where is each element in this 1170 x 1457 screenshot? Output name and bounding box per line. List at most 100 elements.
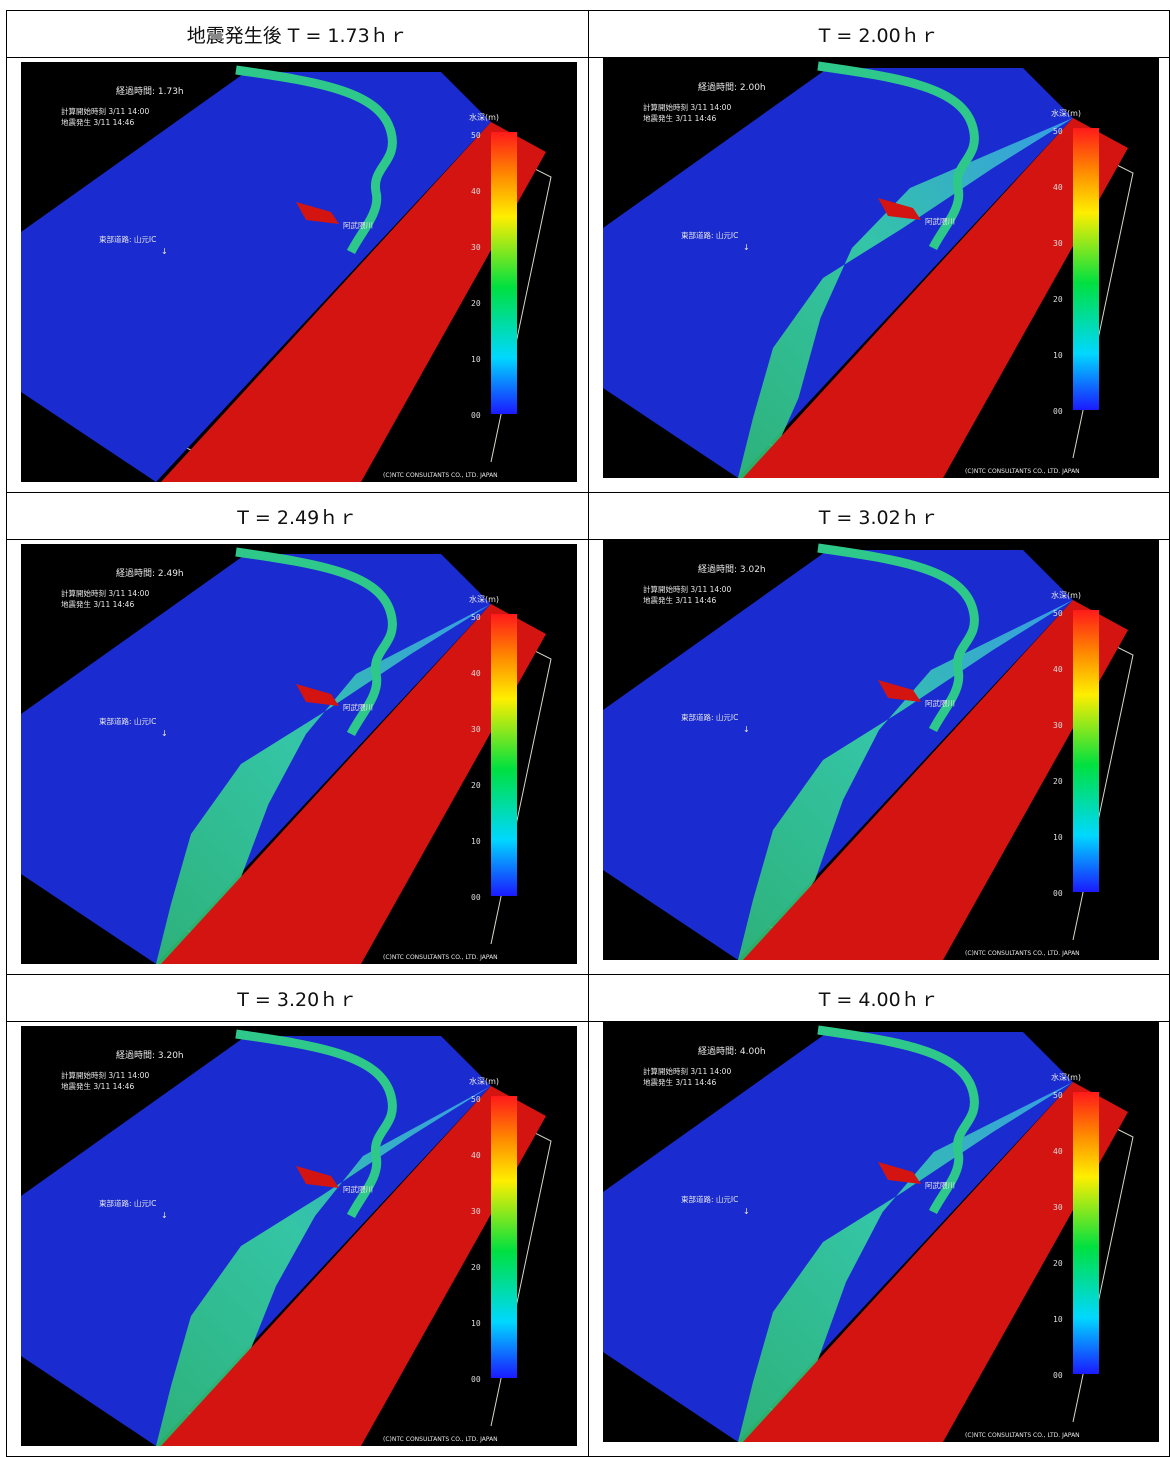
scale-tick-label: 20 <box>1053 295 1063 304</box>
simulation-panel-4: 00 10 20 30 40 50 経過時間: 3.02h 計算開始時刻 3/11 14:00… <box>602 540 1170 964</box>
inundation-area <box>737 600 1073 960</box>
scale-tick-label: 10 <box>1053 351 1063 360</box>
inundation-map: 00 10 20 30 40 50 経過時間: 4.00h 計算開始時刻 3/11 14:00… <box>602 1022 1159 1443</box>
inundation-map: 00 10 20 30 40 50 経過時間: 2.00h 計算開始時刻 3/11 14:00… <box>602 58 1159 479</box>
depth-color-scale <box>1072 610 1099 892</box>
calc-start-label: 計算開始時刻 3/11 14:00 <box>643 1066 731 1076</box>
calc-start-label: 計算開始時刻 3/11 14:00 <box>61 588 149 598</box>
quake-time-label: 地震発生 3/11 14:46 <box>643 113 716 123</box>
copyright-label: (C)NTC CONSULTANTS CO., LTD. JAPAN <box>965 950 1080 957</box>
calc-start-label: 計算開始時刻 3/11 14:00 <box>643 584 731 594</box>
river-label: 阿武隈川 <box>925 698 955 708</box>
quake-time-label: 地震発生 3/11 14:46 <box>61 117 134 127</box>
copyright-label: (C)NTC CONSULTANTS CO., LTD. JAPAN <box>383 472 498 479</box>
scale-tick-label: 10 <box>1053 1315 1063 1324</box>
river-label: 阿武隈川 <box>343 702 373 712</box>
copyright-label: (C)NTC CONSULTANTS CO., LTD. JAPAN <box>383 1436 498 1443</box>
copyright-label: (C)NTC CONSULTANTS CO., LTD. JAPAN <box>383 954 498 961</box>
scale-tick-label: 00 <box>471 893 481 902</box>
scale-tick-label: 10 <box>1053 833 1063 842</box>
scale-tick-label: 40 <box>471 1151 481 1160</box>
header-t320: T = 3.20ｈｒ <box>6 974 589 1022</box>
scale-tick-label: 50 <box>1053 1091 1063 1100</box>
copyright-label: (C)NTC CONSULTANTS CO., LTD. JAPAN <box>965 468 1080 475</box>
sea-surface <box>742 600 1128 960</box>
sea-surface <box>742 1082 1128 1442</box>
inundation-map: 00 10 20 30 40 50 経過時間: 3.02h 計算開始時刻 3/11 14:00… <box>602 540 1159 961</box>
scale-tick-label: 30 <box>471 243 481 252</box>
scale-tick-label: 50 <box>471 613 481 622</box>
sea-surface <box>742 118 1128 478</box>
road-arrow: ↓ <box>743 243 750 252</box>
simulation-panel-5: 00 10 20 30 40 50 経過時間: 3.20h 計算開始時刻 3/11 14:00… <box>21 1026 588 1450</box>
river-label: 阿武隈川 <box>925 1180 955 1190</box>
road-label: 東部道路: 山元IC <box>99 716 156 726</box>
road-label: 東部道路: 山元IC <box>681 230 738 240</box>
depth-color-scale <box>491 614 517 896</box>
scale-tick-label: 30 <box>1053 239 1063 248</box>
inundation-area <box>156 1086 491 1446</box>
scale-tick-label: 30 <box>1053 721 1063 730</box>
river-label: 阿武隈川 <box>343 1184 373 1194</box>
road-arrow: ↓ <box>161 729 168 738</box>
sea-surface <box>161 604 546 964</box>
elapsed-time-label: 経過時間: 4.00h <box>698 1045 766 1057</box>
river-label: 阿武隈川 <box>343 220 373 230</box>
inundation-area <box>737 1082 1073 1442</box>
calc-start-label: 計算開始時刻 3/11 14:00 <box>61 106 149 116</box>
header-t173: 地震発生後 T = 1.73ｈｒ <box>6 10 589 58</box>
scale-tick-label: 00 <box>1053 407 1063 416</box>
elapsed-time-label: 経過時間: 3.02h <box>698 563 766 575</box>
road-arrow: ↓ <box>743 1207 750 1216</box>
scale-tick-label: 20 <box>1053 1259 1063 1268</box>
depth-unit-label: 水深(m) <box>1051 590 1081 600</box>
road-label: 東部道路: 山元IC <box>99 1198 156 1208</box>
river-label: 阿武隈川 <box>925 216 955 226</box>
depth-unit-label: 水深(m) <box>469 112 499 122</box>
road-label: 東部道路: 山元IC <box>99 234 156 244</box>
scale-tick-label: 30 <box>471 725 481 734</box>
depth-color-scale <box>491 132 517 414</box>
scale-tick-label: 10 <box>471 1319 481 1328</box>
scale-tick-label: 10 <box>471 355 481 364</box>
scale-tick-label: 50 <box>1053 609 1063 618</box>
depth-color-scale <box>1072 128 1099 410</box>
calc-start-label: 計算開始時刻 3/11 14:00 <box>643 102 731 112</box>
scale-tick-label: 30 <box>1053 1203 1063 1212</box>
simulation-panel-3: 00 10 20 30 40 50 経過時間: 2.49h 計算開始時刻 3/11 14:00… <box>21 544 588 968</box>
scale-tick-label: 00 <box>471 1375 481 1384</box>
road-arrow: ↓ <box>743 725 750 734</box>
river <box>235 547 397 737</box>
depth-unit-label: 水深(m) <box>1051 1072 1081 1082</box>
elapsed-time-label: 経過時間: 2.00h <box>698 81 766 93</box>
scale-tick-label: 50 <box>1053 127 1063 136</box>
header-t302: T = 3.02ｈｒ <box>587 492 1170 540</box>
scale-tick-label: 40 <box>1053 1147 1063 1156</box>
header-t200: T = 2.00ｈｒ <box>587 10 1170 58</box>
scale-tick-label: 20 <box>1053 777 1063 786</box>
quake-time-label: 地震発生 3/11 14:46 <box>61 1081 134 1091</box>
simulation-panel-6: 00 10 20 30 40 50 経過時間: 4.00h 計算開始時刻 3/11 14:00… <box>602 1022 1170 1446</box>
road-label: 東部道路: 山元IC <box>681 1194 738 1204</box>
scale-tick-label: 00 <box>1053 1371 1063 1380</box>
quake-time-label: 地震発生 3/11 14:46 <box>643 1077 716 1087</box>
simulation-table: 地震発生後 T = 1.73ｈｒ T = 2.00ｈｒ 00 10 20 30 40 50… <box>6 10 1170 1457</box>
scale-tick-label: 40 <box>471 669 481 678</box>
scale-tick-label: 00 <box>1053 889 1063 898</box>
inundation-map: 00 10 20 30 40 50 経過時間: 2.49h 計算開始時刻 3/11 14:00… <box>21 544 577 965</box>
scale-tick-label: 40 <box>471 187 481 196</box>
sea-surface <box>161 122 546 482</box>
inundation-area <box>737 118 1073 478</box>
inundation-map: 00 10 20 30 40 50 経過時間: 3.20h 計算開始時刻 3/11 14:00… <box>21 1026 577 1447</box>
copyright-label: (C)NTC CONSULTANTS CO., LTD. JAPAN <box>965 1432 1080 1439</box>
quake-time-label: 地震発生 3/11 14:46 <box>643 595 716 605</box>
river <box>816 61 979 251</box>
scale-tick-label: 40 <box>1053 665 1063 674</box>
sea-surface <box>161 1086 546 1446</box>
depth-unit-label: 水深(m) <box>469 594 499 604</box>
header-t400: T = 4.00ｈｒ <box>587 974 1170 1022</box>
depth-color-scale <box>491 1096 517 1378</box>
road-label: 東部道路: 山元IC <box>681 712 738 722</box>
inundation-map: 00 10 20 30 40 50 経過時間: 1.73h 計算開始時刻 3/11 14:00… <box>21 62 577 483</box>
elapsed-time-label: 経過時間: 3.20h <box>116 1049 184 1061</box>
